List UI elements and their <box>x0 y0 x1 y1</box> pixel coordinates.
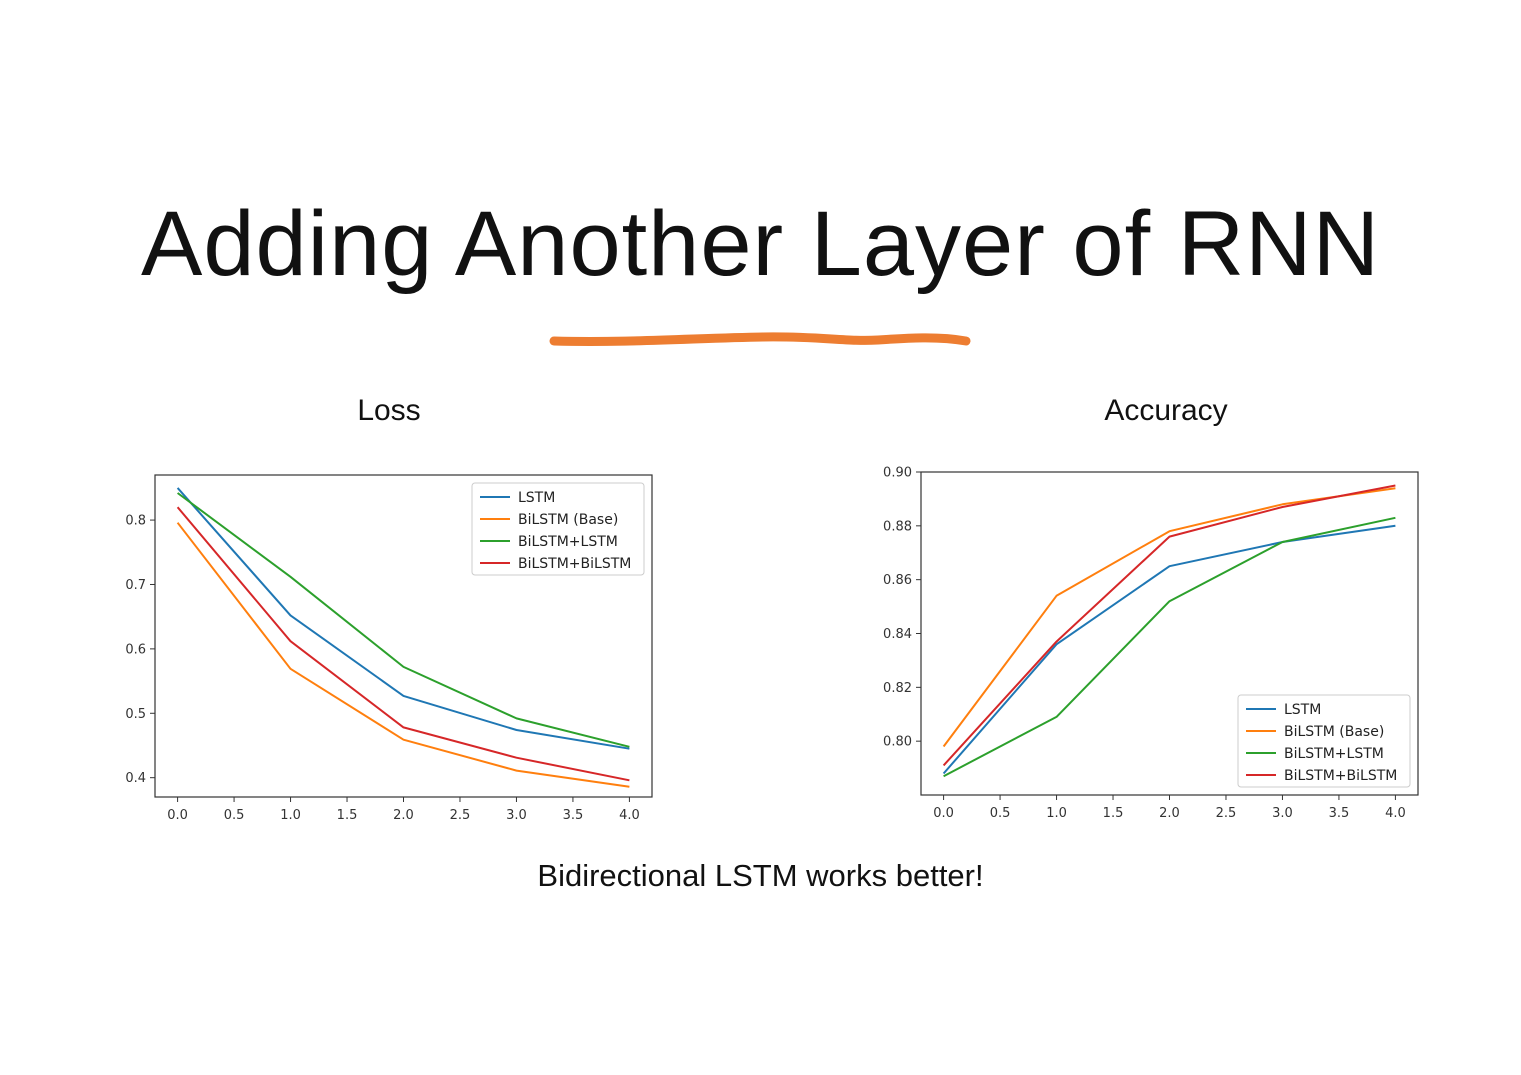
loss-x-tick-label: 2.5 <box>450 808 471 823</box>
acc-legend-label: LSTM <box>1284 702 1321 718</box>
slide-caption: Bidirectional LSTM works better! <box>537 858 984 893</box>
loss-y-tick-label: 0.6 <box>125 642 146 657</box>
loss-series-line-bilstm-lstm <box>177 492 630 748</box>
loss-chart: 0.0 0.5 1.0 1.5 2.0 2.5 3.0 3.5 4.0 0.4 0.5 0.6 0.7 0… <box>125 474 653 823</box>
acc-x-tick-label: 0.5 <box>990 806 1011 821</box>
loss-y-tick-label: 0.8 <box>125 514 146 529</box>
acc-x-tick-label: 2.5 <box>1216 806 1237 821</box>
loss-legend-label: BiLSTM (Base) <box>518 512 618 528</box>
loss-x-tick-label: 3.5 <box>563 808 584 823</box>
slide-title: Adding Another Layer of RNN <box>140 193 1381 295</box>
acc-series-line-bilstm-bilstm <box>942 484 1396 767</box>
loss-legend-label: LSTM <box>518 490 555 506</box>
acc-y-tick-label: 0.86 <box>883 573 912 588</box>
acc-x-tick-label: 1.0 <box>1046 806 1067 821</box>
loss-y-tick-label: 0.5 <box>125 707 146 722</box>
accuracy-chart: 0.0 0.5 1.0 1.5 2.0 2.5 3.0 3.5 4.0 0.80 0.82 0.84 0… <box>883 466 1419 821</box>
loss-y-tick-label: 0.4 <box>125 771 146 786</box>
acc-x-tick-label: 0.0 <box>933 806 954 821</box>
loss-x-tick-label: 4.0 <box>619 808 640 823</box>
loss-x-tick-label: 1.5 <box>337 808 358 823</box>
acc-legend-label: BiLSTM+LSTM <box>1284 746 1384 762</box>
title-underline <box>549 332 971 346</box>
loss-chart-title: Loss <box>357 394 421 427</box>
loss-legend-label: BiLSTM+LSTM <box>518 534 618 550</box>
loss-legend: LSTM BiLSTM (Base) BiLSTM+LSTM BiLSTM+BiLST… <box>471 482 645 576</box>
acc-x-tick-label: 1.5 <box>1103 806 1124 821</box>
loss-series-line-bilstm-base <box>176 522 630 788</box>
acc-legend: LSTM BiLSTM (Base) BiLSTM+LSTM BiLSTM+BiLST… <box>1237 694 1411 788</box>
acc-y-tick-label: 0.90 <box>883 466 912 481</box>
loss-series-line-bilstm-bilstm <box>176 506 630 782</box>
loss-series-line-lstm <box>176 487 630 750</box>
loss-y-tick-label: 0.7 <box>125 578 146 593</box>
loss-x-tick-label: 1.0 <box>280 808 301 823</box>
acc-y-tick-label: 0.88 <box>883 519 912 534</box>
acc-x-tick-label: 4.0 <box>1385 806 1406 821</box>
loss-x-tick-label: 2.0 <box>393 808 414 823</box>
acc-x-tick-label: 2.0 <box>1159 806 1180 821</box>
acc-series-line-bilstm-lstm <box>943 516 1396 778</box>
acc-legend-box <box>1237 694 1411 788</box>
acc-x-tick-label: 3.5 <box>1329 806 1350 821</box>
loss-legend-box <box>471 482 645 576</box>
underline-stroke <box>549 332 971 346</box>
acc-y-tick-label: 0.80 <box>883 735 912 750</box>
loss-x-tick-label: 0.5 <box>224 808 245 823</box>
acc-legend-label: BiLSTM+BiLSTM <box>1284 768 1397 784</box>
acc-legend-label: BiLSTM (Base) <box>1284 724 1384 740</box>
accuracy-chart-title: Accuracy <box>1104 394 1228 427</box>
loss-x-tick-label: 3.0 <box>506 808 527 823</box>
loss-x-tick-label: 0.0 <box>167 808 188 823</box>
loss-legend-label: BiLSTM+BiLSTM <box>518 556 631 572</box>
acc-y-tick-label: 0.84 <box>883 627 912 642</box>
acc-y-tick-label: 0.82 <box>883 681 912 696</box>
acc-series-line-lstm <box>942 524 1396 775</box>
acc-x-tick-label: 3.0 <box>1272 806 1293 821</box>
